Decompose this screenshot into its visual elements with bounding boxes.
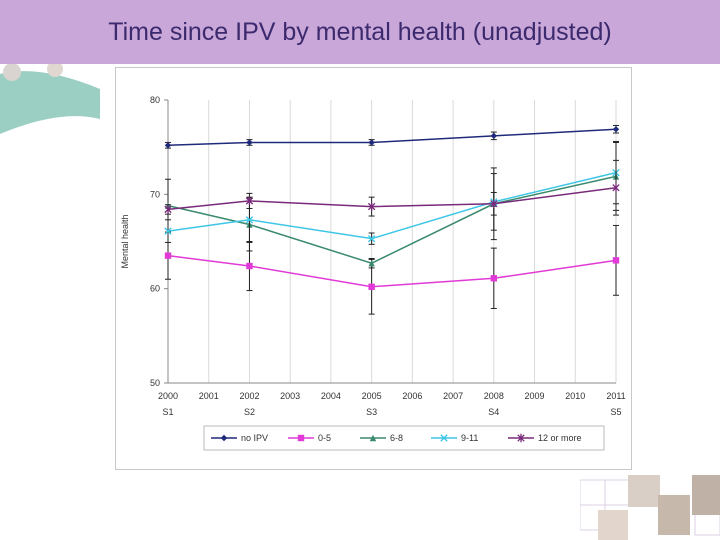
legend-marker-12-or-more bbox=[517, 433, 525, 443]
data-point-12-or-more bbox=[164, 205, 172, 214]
x-tick-label: 2004 bbox=[321, 391, 341, 401]
y-tick-label: 70 bbox=[150, 189, 160, 199]
line-chart: 50 60 70 80 Mental health 2000 2001 2002 2003 200… bbox=[120, 95, 626, 451]
survey-label: S5 bbox=[610, 407, 621, 417]
legend-label-0-5: 0-5 bbox=[318, 433, 331, 443]
data-point-no-ipv bbox=[246, 139, 253, 146]
legend-marker-6-8 bbox=[369, 434, 377, 442]
survey-label: S4 bbox=[488, 407, 499, 417]
survey-label: S3 bbox=[366, 407, 377, 417]
data-point-0-5 bbox=[490, 275, 498, 282]
data-point-9-11 bbox=[164, 227, 172, 235]
data-point-6-8 bbox=[368, 259, 375, 267]
decorative-image-left bbox=[0, 64, 100, 154]
x-tick-label: 2009 bbox=[525, 391, 545, 401]
legend-marker-0-5 bbox=[297, 434, 305, 442]
y-tick-label: 60 bbox=[150, 284, 160, 294]
legend-marker-9-11 bbox=[440, 434, 448, 442]
y-axis-label: Mental health bbox=[120, 214, 130, 268]
survey-label: S2 bbox=[244, 407, 255, 417]
data-point-9-11 bbox=[367, 234, 376, 243]
legend-label-6-8: 6-8 bbox=[390, 433, 403, 443]
data-point-no-ipv bbox=[612, 126, 620, 133]
legend-label-no-ipv: no IPV bbox=[241, 433, 268, 443]
x-tick-label: 2007 bbox=[443, 391, 463, 401]
survey-label: S1 bbox=[162, 407, 173, 417]
legend-label-12-or-more: 12 or more bbox=[538, 433, 582, 443]
x-tick-label: 2008 bbox=[484, 391, 504, 401]
data-point-12-or-more bbox=[367, 202, 376, 211]
data-point-12-or-more bbox=[245, 196, 254, 206]
x-tick-label: 2001 bbox=[199, 391, 219, 401]
data-point-no-ipv bbox=[164, 142, 172, 149]
x-tick-label: 2006 bbox=[402, 391, 422, 401]
y-tick-label: 50 bbox=[150, 378, 160, 388]
slide-title: Time since IPV by mental health (unadjus… bbox=[108, 18, 612, 46]
legend-box bbox=[203, 425, 605, 451]
data-point-no-ipv bbox=[490, 132, 498, 140]
title-bar bbox=[0, 0, 720, 64]
x-tick-label: 2010 bbox=[565, 391, 585, 401]
x-tick-label: 2000 bbox=[158, 391, 178, 401]
data-point-12-or-more bbox=[490, 199, 498, 208]
data-point-no-ipv bbox=[368, 139, 375, 146]
data-point-0-5 bbox=[612, 257, 620, 264]
data-point-0-5 bbox=[164, 252, 172, 259]
chart-frame: 50 60 70 80 Mental health 2000 2001 2002 2003 200… bbox=[115, 67, 632, 470]
x-tick-label: 2002 bbox=[239, 391, 259, 401]
decorative-photo-collage bbox=[580, 475, 720, 540]
y-tick-label: 80 bbox=[150, 95, 160, 105]
legend-label-9-11: 9-11 bbox=[461, 433, 478, 443]
series-line-0-5 bbox=[167, 254, 617, 288]
x-tick-label: 2003 bbox=[280, 391, 300, 401]
x-tick-label: 2005 bbox=[362, 391, 382, 401]
data-point-12-or-more bbox=[612, 183, 620, 192]
data-point-9-11 bbox=[245, 216, 254, 224]
data-point-0-5 bbox=[246, 262, 253, 270]
series-line-no-ipv bbox=[167, 128, 617, 147]
data-point-0-5 bbox=[368, 283, 375, 290]
x-tick-label: 2011 bbox=[606, 391, 625, 401]
